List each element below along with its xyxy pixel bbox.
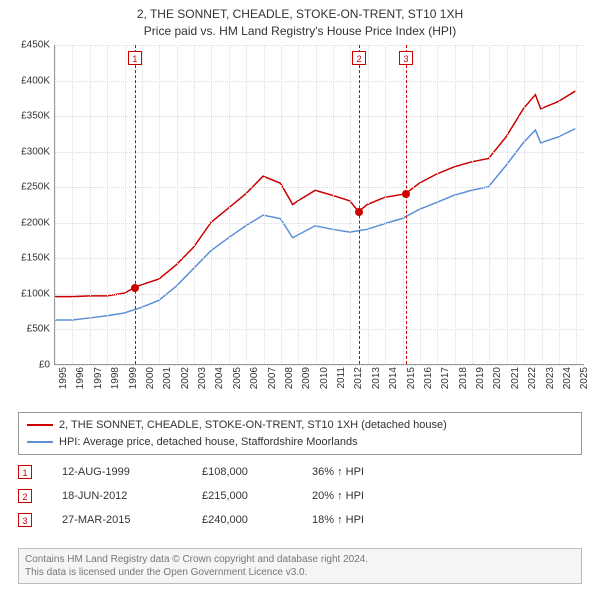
event-date: 27-MAR-2015 [62, 514, 172, 526]
event-row: 2 18-JUN-2012 £215,000 20% ↑ HPI [18, 484, 582, 508]
legend-item-hpi: HPI: Average price, detached house, Staf… [27, 434, 573, 451]
marker-point-1 [131, 284, 139, 292]
event-price: £240,000 [202, 514, 282, 526]
event-row: 1 12-AUG-1999 £108,000 36% ↑ HPI [18, 460, 582, 484]
chart-container: 2, THE SONNET, CHEADLE, STOKE-ON-TRENT, … [0, 0, 600, 590]
x-axis-label: 1998 [110, 367, 121, 389]
x-axis-label: 2020 [492, 367, 503, 389]
marker-line-3 [406, 45, 407, 364]
footer-line1: Contains HM Land Registry data © Crown c… [25, 553, 575, 566]
y-axis-label: £150K [21, 253, 50, 264]
x-axis-label: 2010 [319, 367, 330, 389]
event-pct: 36% ↑ HPI [312, 466, 402, 478]
x-axis-label: 2017 [440, 367, 451, 389]
plot-region: 1 2 3 [54, 45, 584, 365]
x-axis-label: 1996 [75, 367, 86, 389]
x-axis-label: 2008 [284, 367, 295, 389]
event-date: 18-JUN-2012 [62, 490, 172, 502]
events-table: 1 12-AUG-1999 £108,000 36% ↑ HPI 2 18-JU… [18, 460, 582, 532]
y-axis-label: £250K [21, 182, 50, 193]
x-axis-label: 2011 [336, 367, 347, 389]
event-marker-1: 1 [18, 465, 32, 479]
marker-box-1: 1 [128, 51, 142, 65]
x-axis-label: 2014 [388, 367, 399, 389]
marker-point-2 [355, 208, 363, 216]
legend-swatch-hpi [27, 441, 53, 443]
y-axis-label: £0 [39, 360, 50, 371]
x-axis-label: 1995 [58, 367, 69, 389]
chart-area: 1 2 3 £0 £50K £100K £150K £200K £250K £300K £350K… [10, 45, 590, 405]
x-axis-label: 2009 [301, 367, 312, 389]
legend-label-hpi: HPI: Average price, detached house, Staf… [59, 434, 358, 451]
x-axis-label: 1997 [93, 367, 104, 389]
footer-notice: Contains HM Land Registry data © Crown c… [18, 548, 582, 584]
x-axis-label: 2018 [458, 367, 469, 389]
x-axis-label: 2004 [214, 367, 225, 389]
event-price: £108,000 [202, 466, 282, 478]
y-axis-label: £200K [21, 217, 50, 228]
title-line2: Price paid vs. HM Land Registry's House … [0, 23, 600, 40]
x-axis-label: 2012 [353, 367, 364, 389]
x-axis-label: 2016 [423, 367, 434, 389]
legend-label-property: 2, THE SONNET, CHEADLE, STOKE-ON-TRENT, … [59, 417, 447, 434]
x-axis-label: 1999 [128, 367, 139, 389]
event-price: £215,000 [202, 490, 282, 502]
chart-title: 2, THE SONNET, CHEADLE, STOKE-ON-TRENT, … [0, 0, 600, 40]
x-axis-label: 2001 [162, 367, 173, 389]
x-axis-label: 2019 [475, 367, 486, 389]
x-axis-label: 2006 [249, 367, 260, 389]
event-pct: 18% ↑ HPI [312, 514, 402, 526]
x-axis-label: 2022 [527, 367, 538, 389]
title-line1: 2, THE SONNET, CHEADLE, STOKE-ON-TRENT, … [0, 6, 600, 23]
x-axis-label: 2013 [371, 367, 382, 389]
legend-item-property: 2, THE SONNET, CHEADLE, STOKE-ON-TRENT, … [27, 417, 573, 434]
x-axis-label: 2021 [510, 367, 521, 389]
marker-line-2 [359, 45, 360, 364]
y-axis-label: £300K [21, 146, 50, 157]
x-axis-label: 2003 [197, 367, 208, 389]
y-axis-label: £400K [21, 75, 50, 86]
event-marker-2: 2 [18, 489, 32, 503]
event-date: 12-AUG-1999 [62, 466, 172, 478]
footer-line2: This data is licensed under the Open Gov… [25, 566, 575, 579]
event-pct: 20% ↑ HPI [312, 490, 402, 502]
x-axis-label: 2000 [145, 367, 156, 389]
marker-box-2: 2 [352, 51, 366, 65]
marker-box-3: 3 [399, 51, 413, 65]
x-axis-label: 2024 [562, 367, 573, 389]
legend: 2, THE SONNET, CHEADLE, STOKE-ON-TRENT, … [18, 412, 582, 455]
legend-swatch-property [27, 424, 53, 426]
y-axis-label: £100K [21, 288, 50, 299]
x-axis-label: 2002 [180, 367, 191, 389]
x-axis-label: 2005 [232, 367, 243, 389]
x-axis-label: 2007 [267, 367, 278, 389]
event-marker-3: 3 [18, 513, 32, 527]
y-axis-label: £450K [21, 40, 50, 51]
marker-line-1 [135, 45, 136, 364]
marker-point-3 [402, 190, 410, 198]
y-axis-label: £50K [27, 324, 50, 335]
event-row: 3 27-MAR-2015 £240,000 18% ↑ HPI [18, 508, 582, 532]
x-axis-label: 2023 [545, 367, 556, 389]
y-axis-label: £350K [21, 111, 50, 122]
x-axis-label: 2025 [579, 367, 590, 389]
x-axis-label: 2015 [406, 367, 417, 389]
